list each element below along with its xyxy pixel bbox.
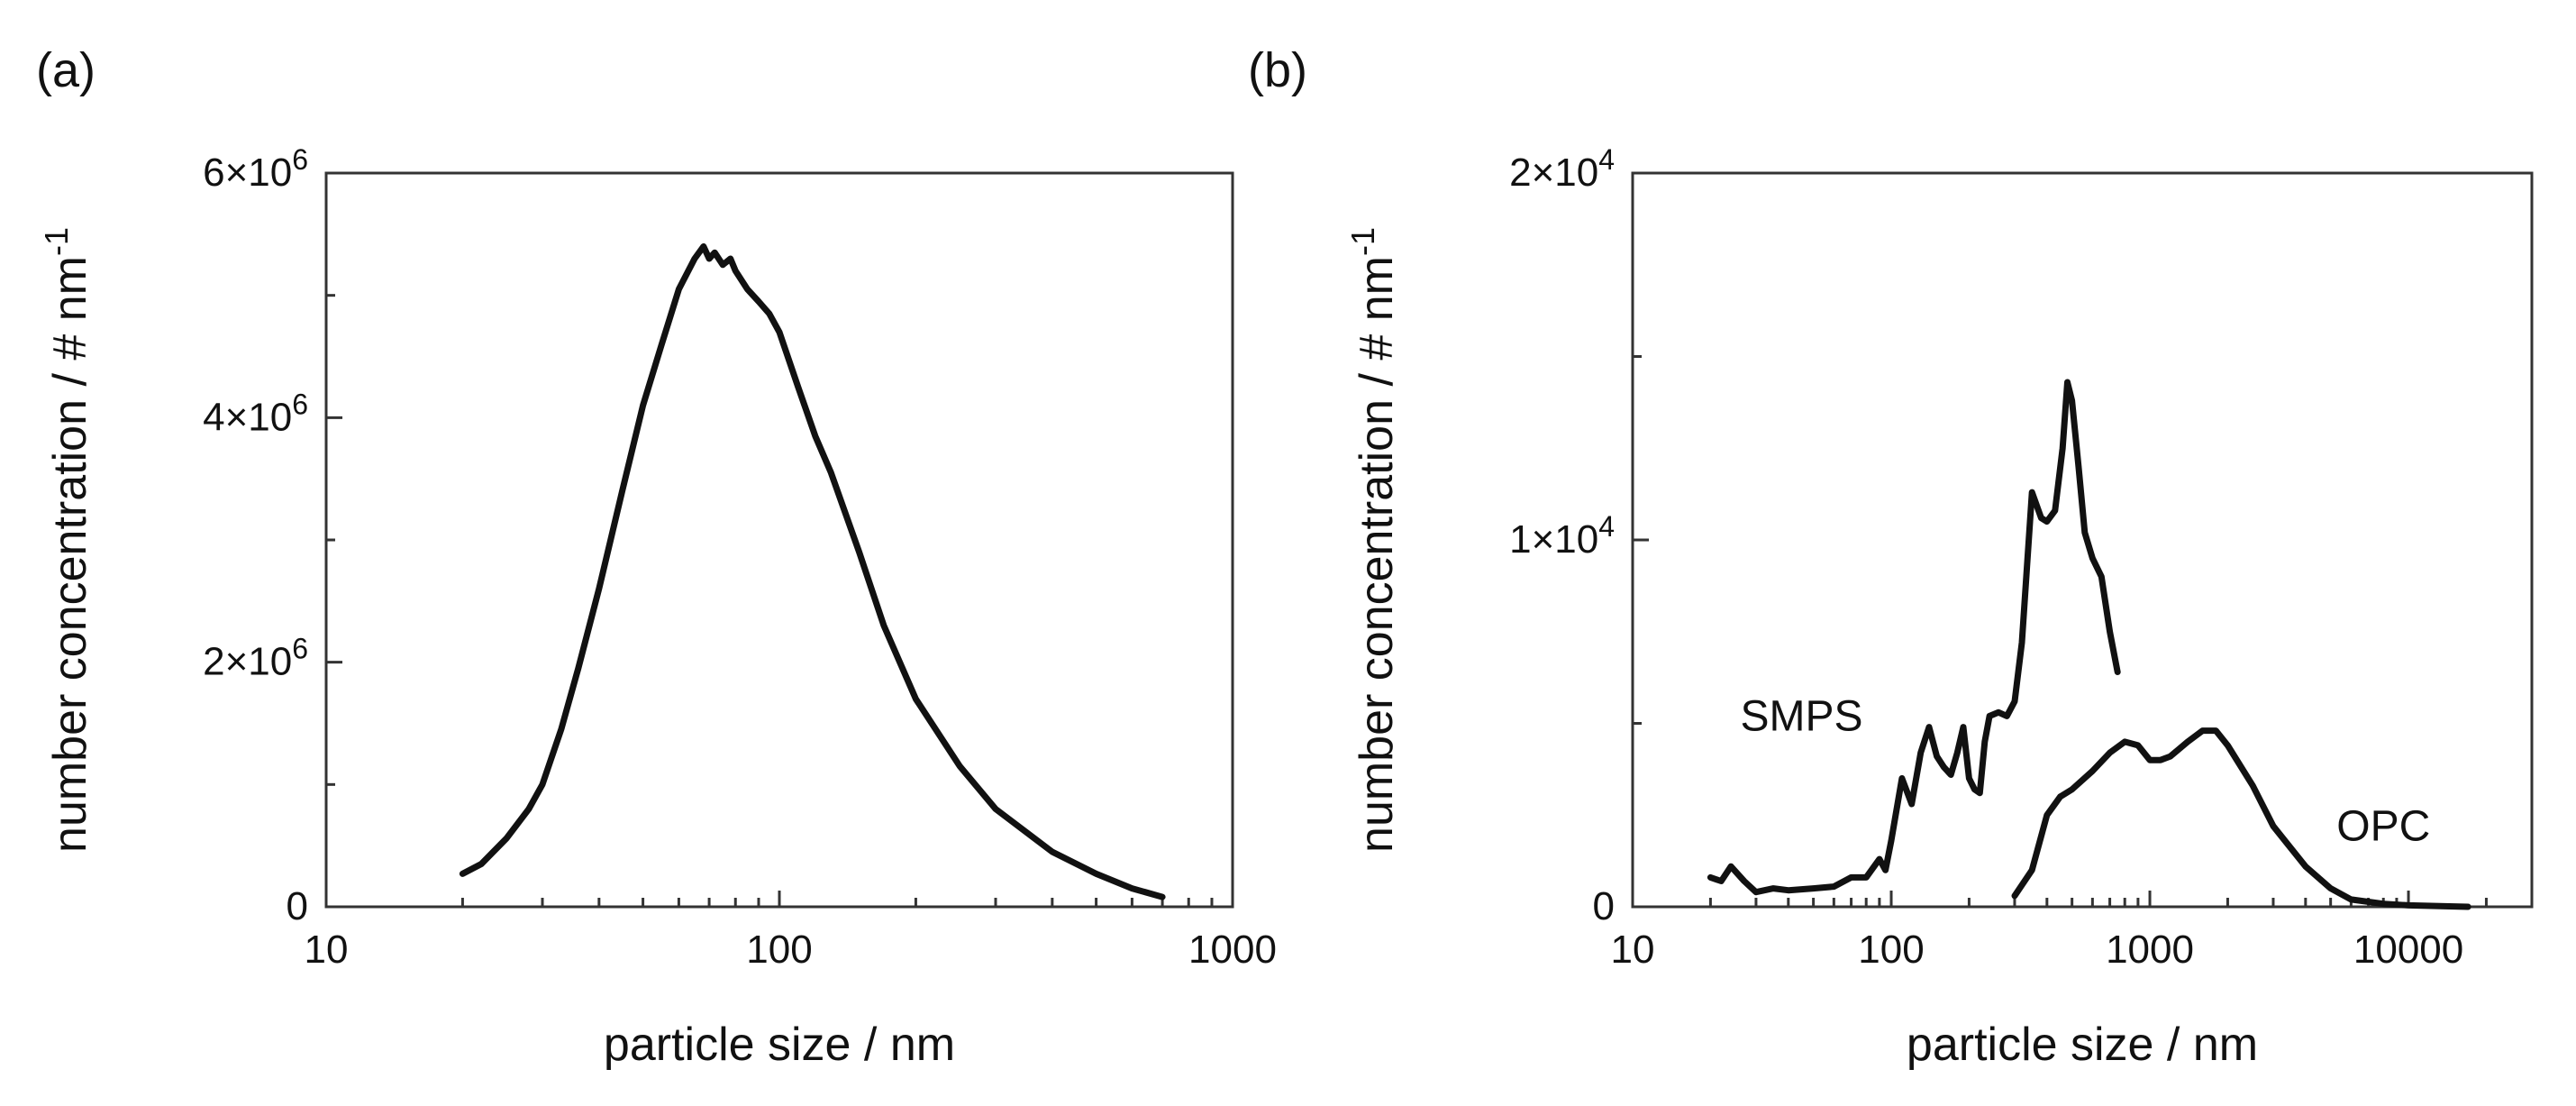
x-tick-label: 100 [1858,928,1924,972]
panel-label: (b) [1248,43,1307,97]
annotation-opc: OPC [2336,803,2430,851]
y-tick-label: 2×106 [203,633,308,684]
y-axis-title: number concentration / # nm-1 [1344,227,1403,853]
annotation-smps: SMPS [1740,693,1862,741]
plot-frame [1631,171,2534,909]
y-tick-label: 0 [287,884,308,928]
panel-a: (a) 10 100 1000 0 2×106 4×106 6×106 particle siz… [36,43,1277,1071]
series-line-opc [2011,727,2471,910]
series-line-smps [1707,379,2121,896]
y-tick-label: 4×106 [203,388,308,439]
y-axis-title: number concentration / # nm-1 [38,227,96,853]
y-tick-label: 1×104 [1509,510,1615,562]
x-tick-label: 1000 [2106,928,2194,972]
panel-b: (b) 10 100 1000 10000 0 1×104 2×104 particle siz… [1248,43,2534,1071]
y-tick-label: 2×104 [1509,143,1615,195]
panel-label: (a) [36,43,96,97]
series-line-particle-size-distribution [459,242,1166,900]
x-axis-title: particle size / nm [604,1019,955,1071]
x-axis-title: particle size / nm [1907,1019,2258,1071]
x-tick-label: 1000 [1188,928,1277,972]
x-tick-label: 10 [1611,928,1655,972]
y-tick-label: 0 [1593,884,1615,928]
plot-frame [324,171,1234,909]
x-tick-label: 10 [305,928,349,972]
x-tick-label: 100 [746,928,812,972]
x-tick-label: 10000 [2353,928,2463,972]
y-tick-label: 6×106 [203,143,308,195]
